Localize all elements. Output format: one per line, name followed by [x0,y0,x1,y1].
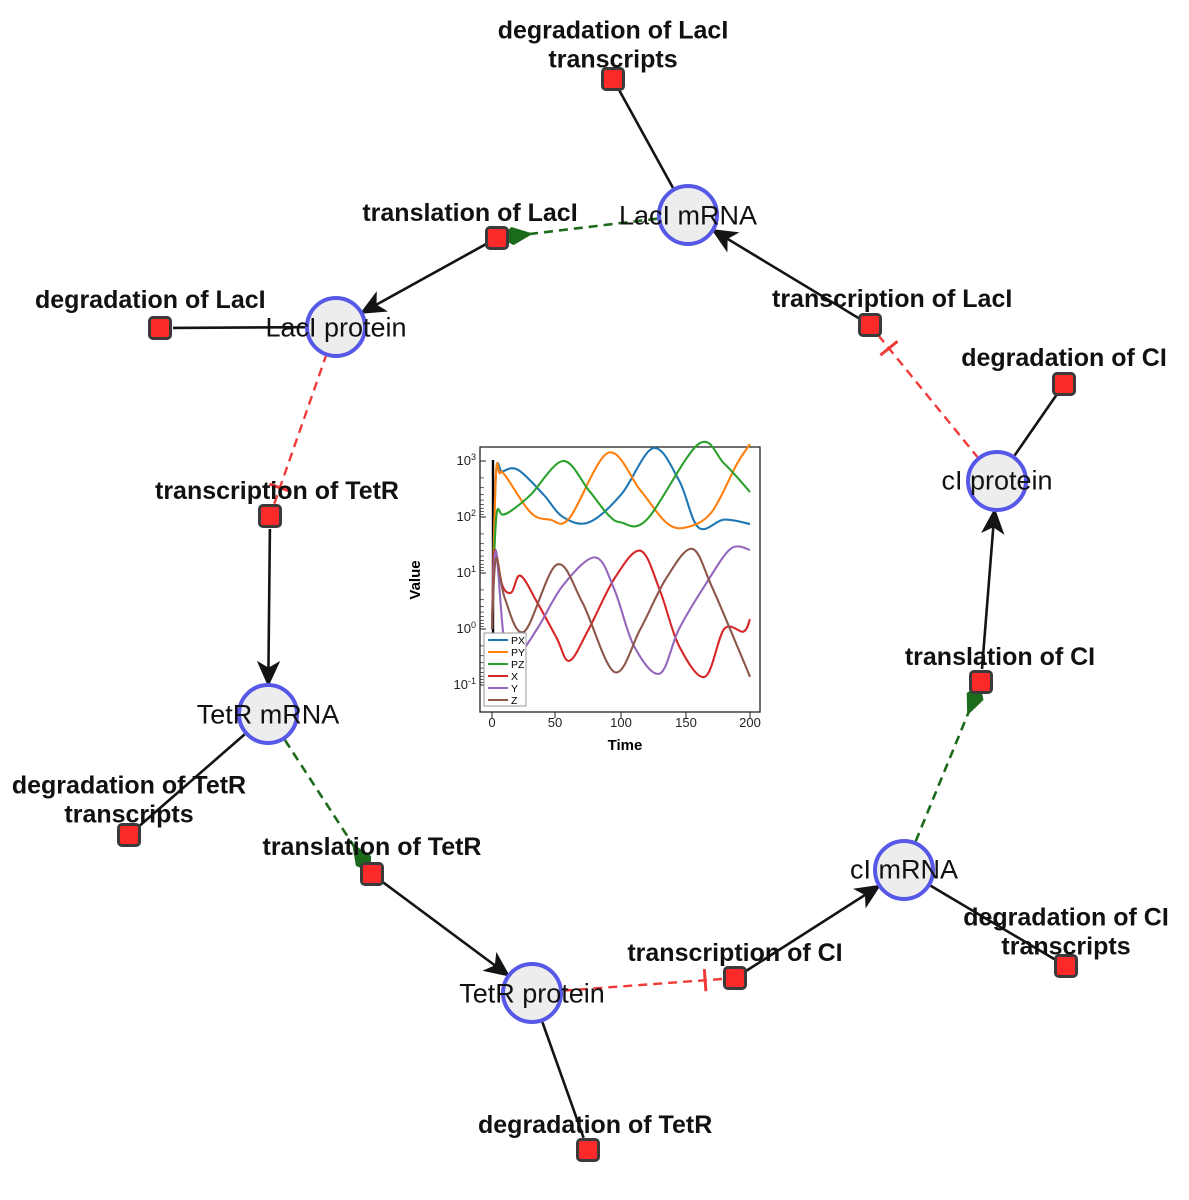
svg-text:PY: PY [511,647,525,659]
svg-text:100: 100 [457,620,476,636]
svg-text:PZ: PZ [511,659,525,671]
svg-text:Y: Y [511,683,518,695]
svg-text:103: 103 [457,452,476,468]
svg-text:Time: Time [608,737,643,754]
svg-text:X: X [511,671,518,683]
svg-text:Value: Value [407,560,424,599]
svg-text:PX: PX [511,635,525,647]
svg-text:Z: Z [511,695,518,707]
svg-text:101: 101 [457,564,476,580]
svg-text:10-1: 10-1 [454,676,476,692]
svg-text:102: 102 [457,508,476,524]
